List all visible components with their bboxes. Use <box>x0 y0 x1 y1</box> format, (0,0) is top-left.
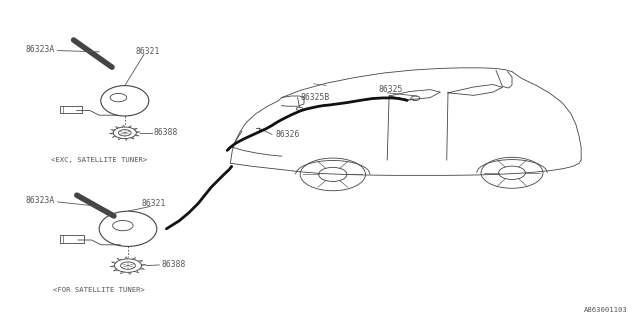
Text: 86323A: 86323A <box>25 196 54 205</box>
Text: 86326: 86326 <box>275 130 300 139</box>
Text: <FOR SATELLITE TUNER>: <FOR SATELLITE TUNER> <box>53 287 145 292</box>
Text: 86388: 86388 <box>161 260 186 269</box>
Text: 86321: 86321 <box>141 199 166 208</box>
Text: <EXC, SATELLITE TUNER>: <EXC, SATELLITE TUNER> <box>51 157 147 163</box>
Text: 86325: 86325 <box>378 85 403 94</box>
Text: 86388: 86388 <box>154 128 178 137</box>
Text: 86323A: 86323A <box>25 45 54 54</box>
Text: 86325B: 86325B <box>301 93 330 102</box>
Text: 86321: 86321 <box>135 47 159 56</box>
Text: A863001103: A863001103 <box>584 307 627 313</box>
